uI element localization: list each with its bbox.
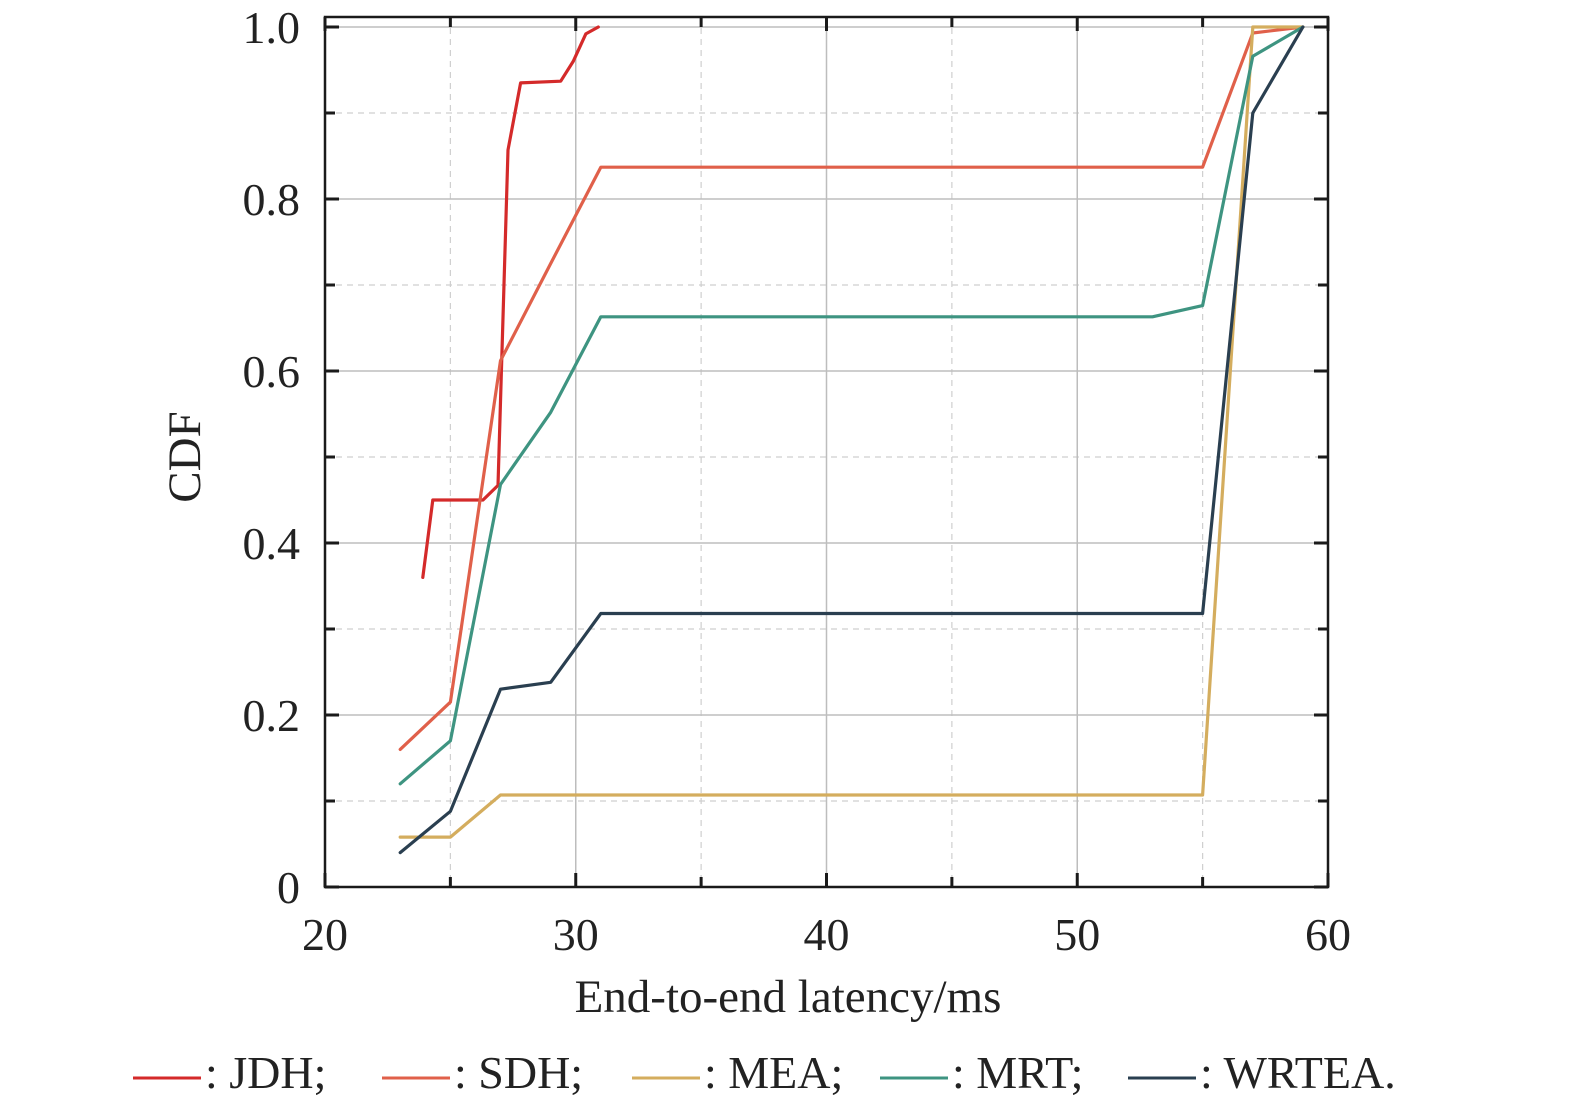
x-axis-label: End-to-end latency/ms bbox=[575, 971, 1002, 1023]
legend-label-sdh: : SDH; bbox=[454, 1047, 583, 1098]
x-tick-label: 30 bbox=[553, 909, 599, 960]
x-tick-label: 60 bbox=[1305, 909, 1351, 960]
y-tick-label: 0.4 bbox=[243, 518, 301, 569]
ticks: 20 30 40 50 60 0 0.2 0.4 0.6 0.8 1.0 bbox=[243, 2, 1352, 960]
grid bbox=[325, 17, 1328, 887]
legend: : JDH; : SDH; : MEA; : MRT; : WRTEA. bbox=[133, 1047, 1396, 1098]
y-axis-label: CDF bbox=[159, 411, 211, 502]
series-line-mea bbox=[398, 25, 1305, 839]
y-tick-label: 0.6 bbox=[243, 346, 301, 397]
legend-label-wrtea: : WRTEA. bbox=[1200, 1047, 1396, 1098]
series-line-jdh bbox=[421, 25, 600, 580]
y-tick-label: 0.8 bbox=[243, 174, 301, 225]
y-tick-label: 0.2 bbox=[243, 690, 301, 741]
y-tick-label: 1.0 bbox=[243, 2, 301, 53]
series-lines bbox=[398, 25, 1305, 855]
series-line-sdh bbox=[398, 25, 1305, 752]
series-line-wrtea bbox=[398, 25, 1305, 855]
x-tick-label: 20 bbox=[302, 909, 348, 960]
legend-label-jdh: : JDH; bbox=[205, 1047, 326, 1098]
series-line-mrt bbox=[398, 25, 1305, 786]
x-tick-label: 50 bbox=[1054, 909, 1100, 960]
y-tick-label: 0 bbox=[277, 862, 300, 913]
legend-label-mrt: : MRT; bbox=[952, 1047, 1083, 1098]
x-tick-label: 40 bbox=[804, 909, 850, 960]
legend-label-mea: : MEA; bbox=[704, 1047, 843, 1098]
